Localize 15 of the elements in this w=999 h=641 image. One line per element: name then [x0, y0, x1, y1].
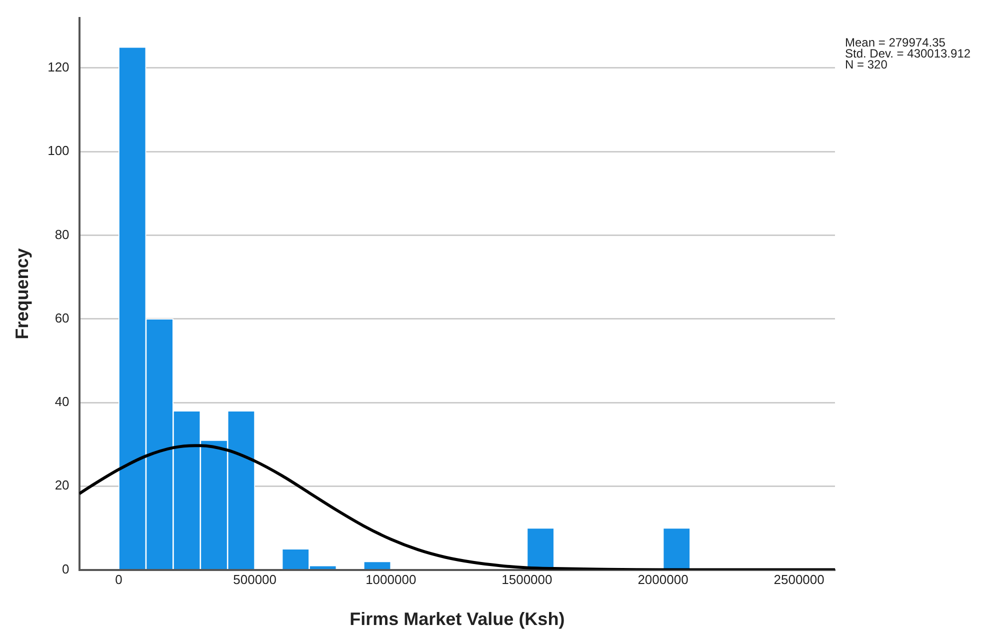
x-tick-label: 1000000	[366, 572, 416, 588]
y-tick-label: 40	[54, 394, 70, 410]
y-tick-label: 0	[62, 561, 70, 576]
x-tick-label: 1500000	[502, 572, 552, 588]
x-tick-label: 0	[115, 572, 122, 588]
y-tick-label: 20	[54, 478, 70, 493]
y-tick-label: 100	[48, 143, 70, 158]
y-tick-label: 120	[48, 60, 70, 75]
y-tick-label: 80	[54, 226, 70, 242]
x-tick-label: 2500000	[774, 572, 824, 588]
y-axis-title: Frequency	[12, 248, 32, 340]
x-tick-label: 2000000	[638, 572, 688, 588]
x-axis-title: Firms Market Value (Ksh)	[350, 609, 565, 630]
y-tick-label: 60	[54, 310, 70, 326]
x-tick-label: 500000	[233, 572, 277, 588]
